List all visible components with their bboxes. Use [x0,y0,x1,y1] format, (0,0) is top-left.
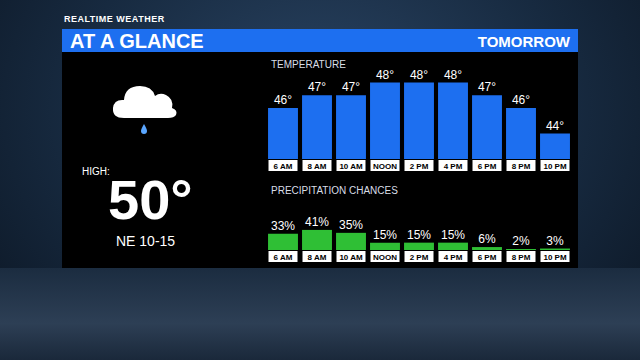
svg-text:48°: 48° [410,68,428,82]
svg-text:10 PM: 10 PM [543,162,566,171]
svg-text:33%: 33% [271,219,295,233]
html-text:REALTIME WEATHER: REALTIME WEATHER [64,14,165,24]
svg-text:6 AM: 6 AM [274,253,293,262]
svg-text:8 PM: 8 PM [512,162,531,171]
html-text:NE 10-15: NE 10-15 [116,233,176,249]
html-text:HIGH:: HIGH: [82,166,110,177]
svg-text:48°: 48° [444,68,462,82]
svg-text:46°: 46° [274,93,292,107]
html-text:AT A GLANCE: AT A GLANCE [70,30,204,52]
svg-text:2%: 2% [512,234,530,248]
svg-text:6%: 6% [478,232,496,246]
svg-text:2 PM: 2 PM [410,253,429,262]
svg-text:48°: 48° [376,68,394,82]
svg-text:10 AM: 10 AM [339,253,363,262]
svg-text:47°: 47° [478,80,496,94]
svg-text:6 PM: 6 PM [478,253,497,262]
svg-text:35%: 35% [339,218,363,232]
svg-text:8 PM: 8 PM [512,253,531,262]
svg-text:46°: 46° [512,93,530,107]
svg-text:6 AM: 6 AM [274,162,293,171]
svg-text:3%: 3% [546,234,564,248]
svg-text:47°: 47° [308,80,326,94]
svg-text:15%: 15% [373,228,397,242]
svg-text:41%: 41% [305,215,329,229]
svg-text:PRECIPITATION CHANCES: PRECIPITATION CHANCES [271,185,398,196]
svg-text:NOON: NOON [373,253,397,262]
svg-text:8 AM: 8 AM [308,162,327,171]
svg-text:47°: 47° [342,80,360,94]
html-text:TOMORROW: TOMORROW [477,33,570,50]
svg-text:4 PM: 4 PM [444,162,463,171]
svg-text:10 PM: 10 PM [543,253,566,262]
svg-text:2 PM: 2 PM [410,162,429,171]
svg-text:4 PM: 4 PM [444,253,463,262]
svg-text:44°: 44° [546,119,564,133]
svg-text:TEMPERATURE: TEMPERATURE [271,59,346,70]
svg-text:8 AM: 8 AM [308,253,327,262]
html-text:50°: 50° [108,168,193,231]
svg-text:10 AM: 10 AM [339,162,363,171]
svg-text:NOON: NOON [373,162,397,171]
svg-text:6 PM: 6 PM [478,162,497,171]
svg-text:15%: 15% [441,228,465,242]
svg-text:15%: 15% [407,228,431,242]
